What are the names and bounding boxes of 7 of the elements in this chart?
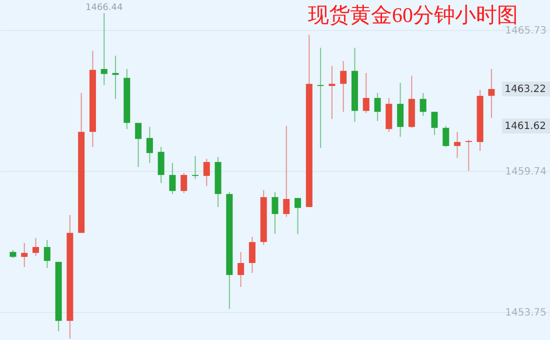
- chart-title: 现货黄金60分钟小时图: [308, 3, 518, 27]
- y-tick-label: 1459.74: [505, 166, 546, 178]
- text: 1461.62: [504, 121, 546, 132]
- annotation: 1466.44: [86, 3, 123, 14]
- y-tick-label: 1453.75: [505, 307, 546, 318]
- text: 1463.22: [504, 84, 546, 95]
- y-tick-label: 1465.73: [505, 25, 546, 36]
